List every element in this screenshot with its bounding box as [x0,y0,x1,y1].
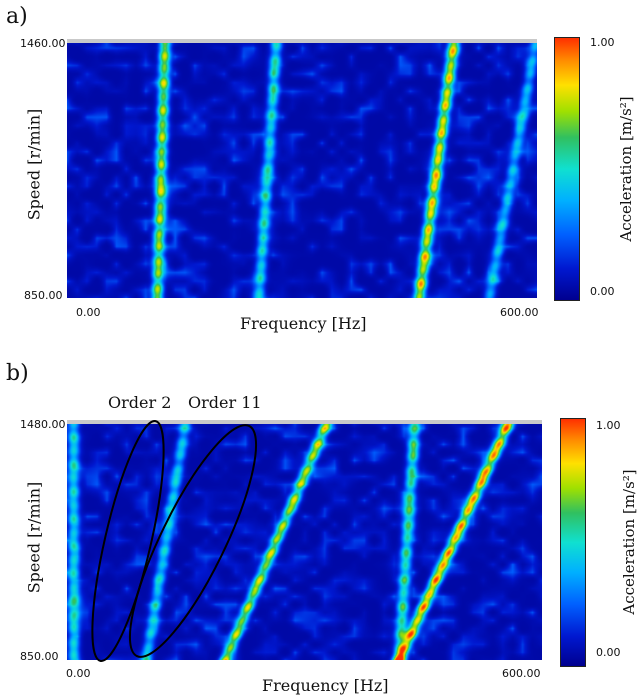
panel-b-ytick-max: 1480.00 [20,418,66,431]
panel-b-colorbar-max: 1.00 [596,419,621,432]
panel-a-colorbar [554,37,580,301]
order-11-ellipse [128,424,258,658]
panel-a-y-axis-title: Speed [r/min] [24,108,44,221]
panel-a-xtick-min: 0.00 [76,306,101,319]
panel-b-heatmap [67,420,542,660]
panel-a-ytick-max: 1460.00 [20,37,66,50]
panel-b-xtick-min: 0.00 [66,667,91,680]
annotation-order-2: Order 2 [108,393,172,412]
panel-a-colorbar-title: Acceleration [m/s²] [617,96,635,242]
order-2-ellipse [91,420,165,662]
annotation-order-11: Order 11 [188,393,262,412]
order-ellipses-overlay [91,420,258,662]
panel-b-x-axis-title: Frequency [Hz] [262,676,389,695]
panel-b-colorbar-min: 0.00 [596,646,621,659]
panel-a-top-border [67,39,537,43]
panel-b-colorbar [560,418,586,667]
panel-a-heatmap-canvas [67,39,537,298]
panel-b-colorbar-title: Acceleration [m/s²] [620,469,637,615]
panel-b-xtick-max: 600.00 [502,667,541,680]
panel-a-heatmap [67,39,537,298]
panel-a-xtick-max: 600.00 [500,306,539,319]
panel-b-ytick-min: 850.00 [20,650,59,663]
panel-b-label: b) [6,361,29,386]
panel-b-y-axis-title: Speed [r/min] [24,481,44,594]
panel-b-heatmap-canvas [67,420,542,660]
panel-a-label: a) [6,4,28,29]
panel-a-colorbar-max: 1.00 [590,36,615,49]
panel-a-ytick-min: 850.00 [24,289,63,302]
panel-b-top-border [67,420,542,424]
panel-a-x-axis-title: Frequency [Hz] [240,314,367,333]
panel-a-colorbar-min: 0.00 [590,285,615,298]
